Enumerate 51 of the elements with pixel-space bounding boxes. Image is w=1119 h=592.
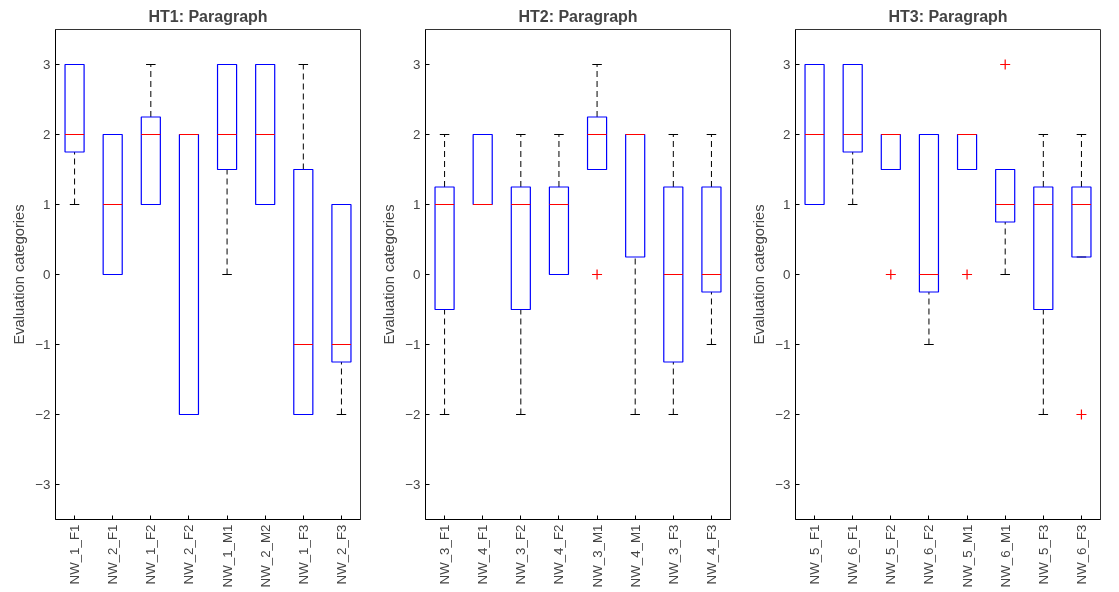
x-tick-label: NW_3_F2 [513,524,529,585]
y-tick-label: −2 [35,407,51,422]
y-tick-label: −1 [35,337,51,352]
x-tick-label: NW_1_F2 [143,524,159,585]
y-tick-label: 1 [783,197,791,212]
x-tick-label: NW_1_M1 [219,524,235,588]
y-tick-label: −2 [405,407,421,422]
y-tick-label: 3 [43,57,51,72]
y-tick-label: 0 [43,267,51,282]
x-tick-label: NW_2_F1 [105,524,121,585]
y-tick-label: 2 [783,127,791,142]
x-tick-label: NW_5_F3 [1035,524,1051,585]
x-tick-label: NW_4_F1 [475,524,491,585]
y-tick-label: 0 [783,267,791,282]
y-axis-title: Evaluation categories [751,204,768,345]
chart-title: HT3: Paragraph [888,7,1008,25]
x-tick-label: NW_5_F2 [883,524,899,585]
chart-title: HT1: Paragraph [148,7,268,25]
x-tick-label: NW_2_F3 [333,524,349,585]
y-tick-label: 3 [413,57,421,72]
y-tick-label: 1 [43,197,51,212]
x-tick-label: NW_2_M2 [257,524,273,588]
y-tick-label: −1 [775,337,791,352]
y-tick-label: −2 [775,407,791,422]
x-tick-label: NW_6_F3 [1073,524,1089,585]
x-tick-label: NW_5_M1 [959,524,975,588]
y-tick-label: −3 [775,477,791,492]
x-tick-label: NW_4_M1 [627,524,643,588]
x-tick-label: NW_4_F3 [703,524,719,585]
x-tick-label: NW_5_F1 [807,524,823,585]
x-tick-label: NW_3_M1 [589,524,605,588]
y-tick-label: −3 [405,477,421,492]
chart-title: HT2: Paragraph [518,7,638,25]
x-tick-label: NW_6_M1 [997,524,1013,588]
x-tick-label: NW_6_F2 [921,524,937,585]
x-tick-label: NW_3_F1 [437,524,453,585]
y-tick-label: 1 [413,197,421,212]
x-tick-label: NW_2_F2 [181,524,197,585]
y-tick-label: 2 [413,127,421,142]
x-tick-label: NW_4_F2 [551,524,567,585]
y-tick-label: 0 [413,267,421,282]
x-tick-label: NW_1_F1 [67,524,83,585]
y-tick-label: −3 [35,477,51,492]
y-tick-label: 2 [43,127,51,142]
x-tick-label: NW_6_F1 [845,524,861,585]
y-tick-label: −1 [405,337,421,352]
y-axis-title: Evaluation categories [11,204,28,345]
x-tick-label: NW_3_F3 [665,524,681,585]
x-tick-label: NW_1_F3 [295,524,311,585]
y-axis-title: Evaluation categories [381,204,398,345]
y-tick-label: 3 [783,57,791,72]
